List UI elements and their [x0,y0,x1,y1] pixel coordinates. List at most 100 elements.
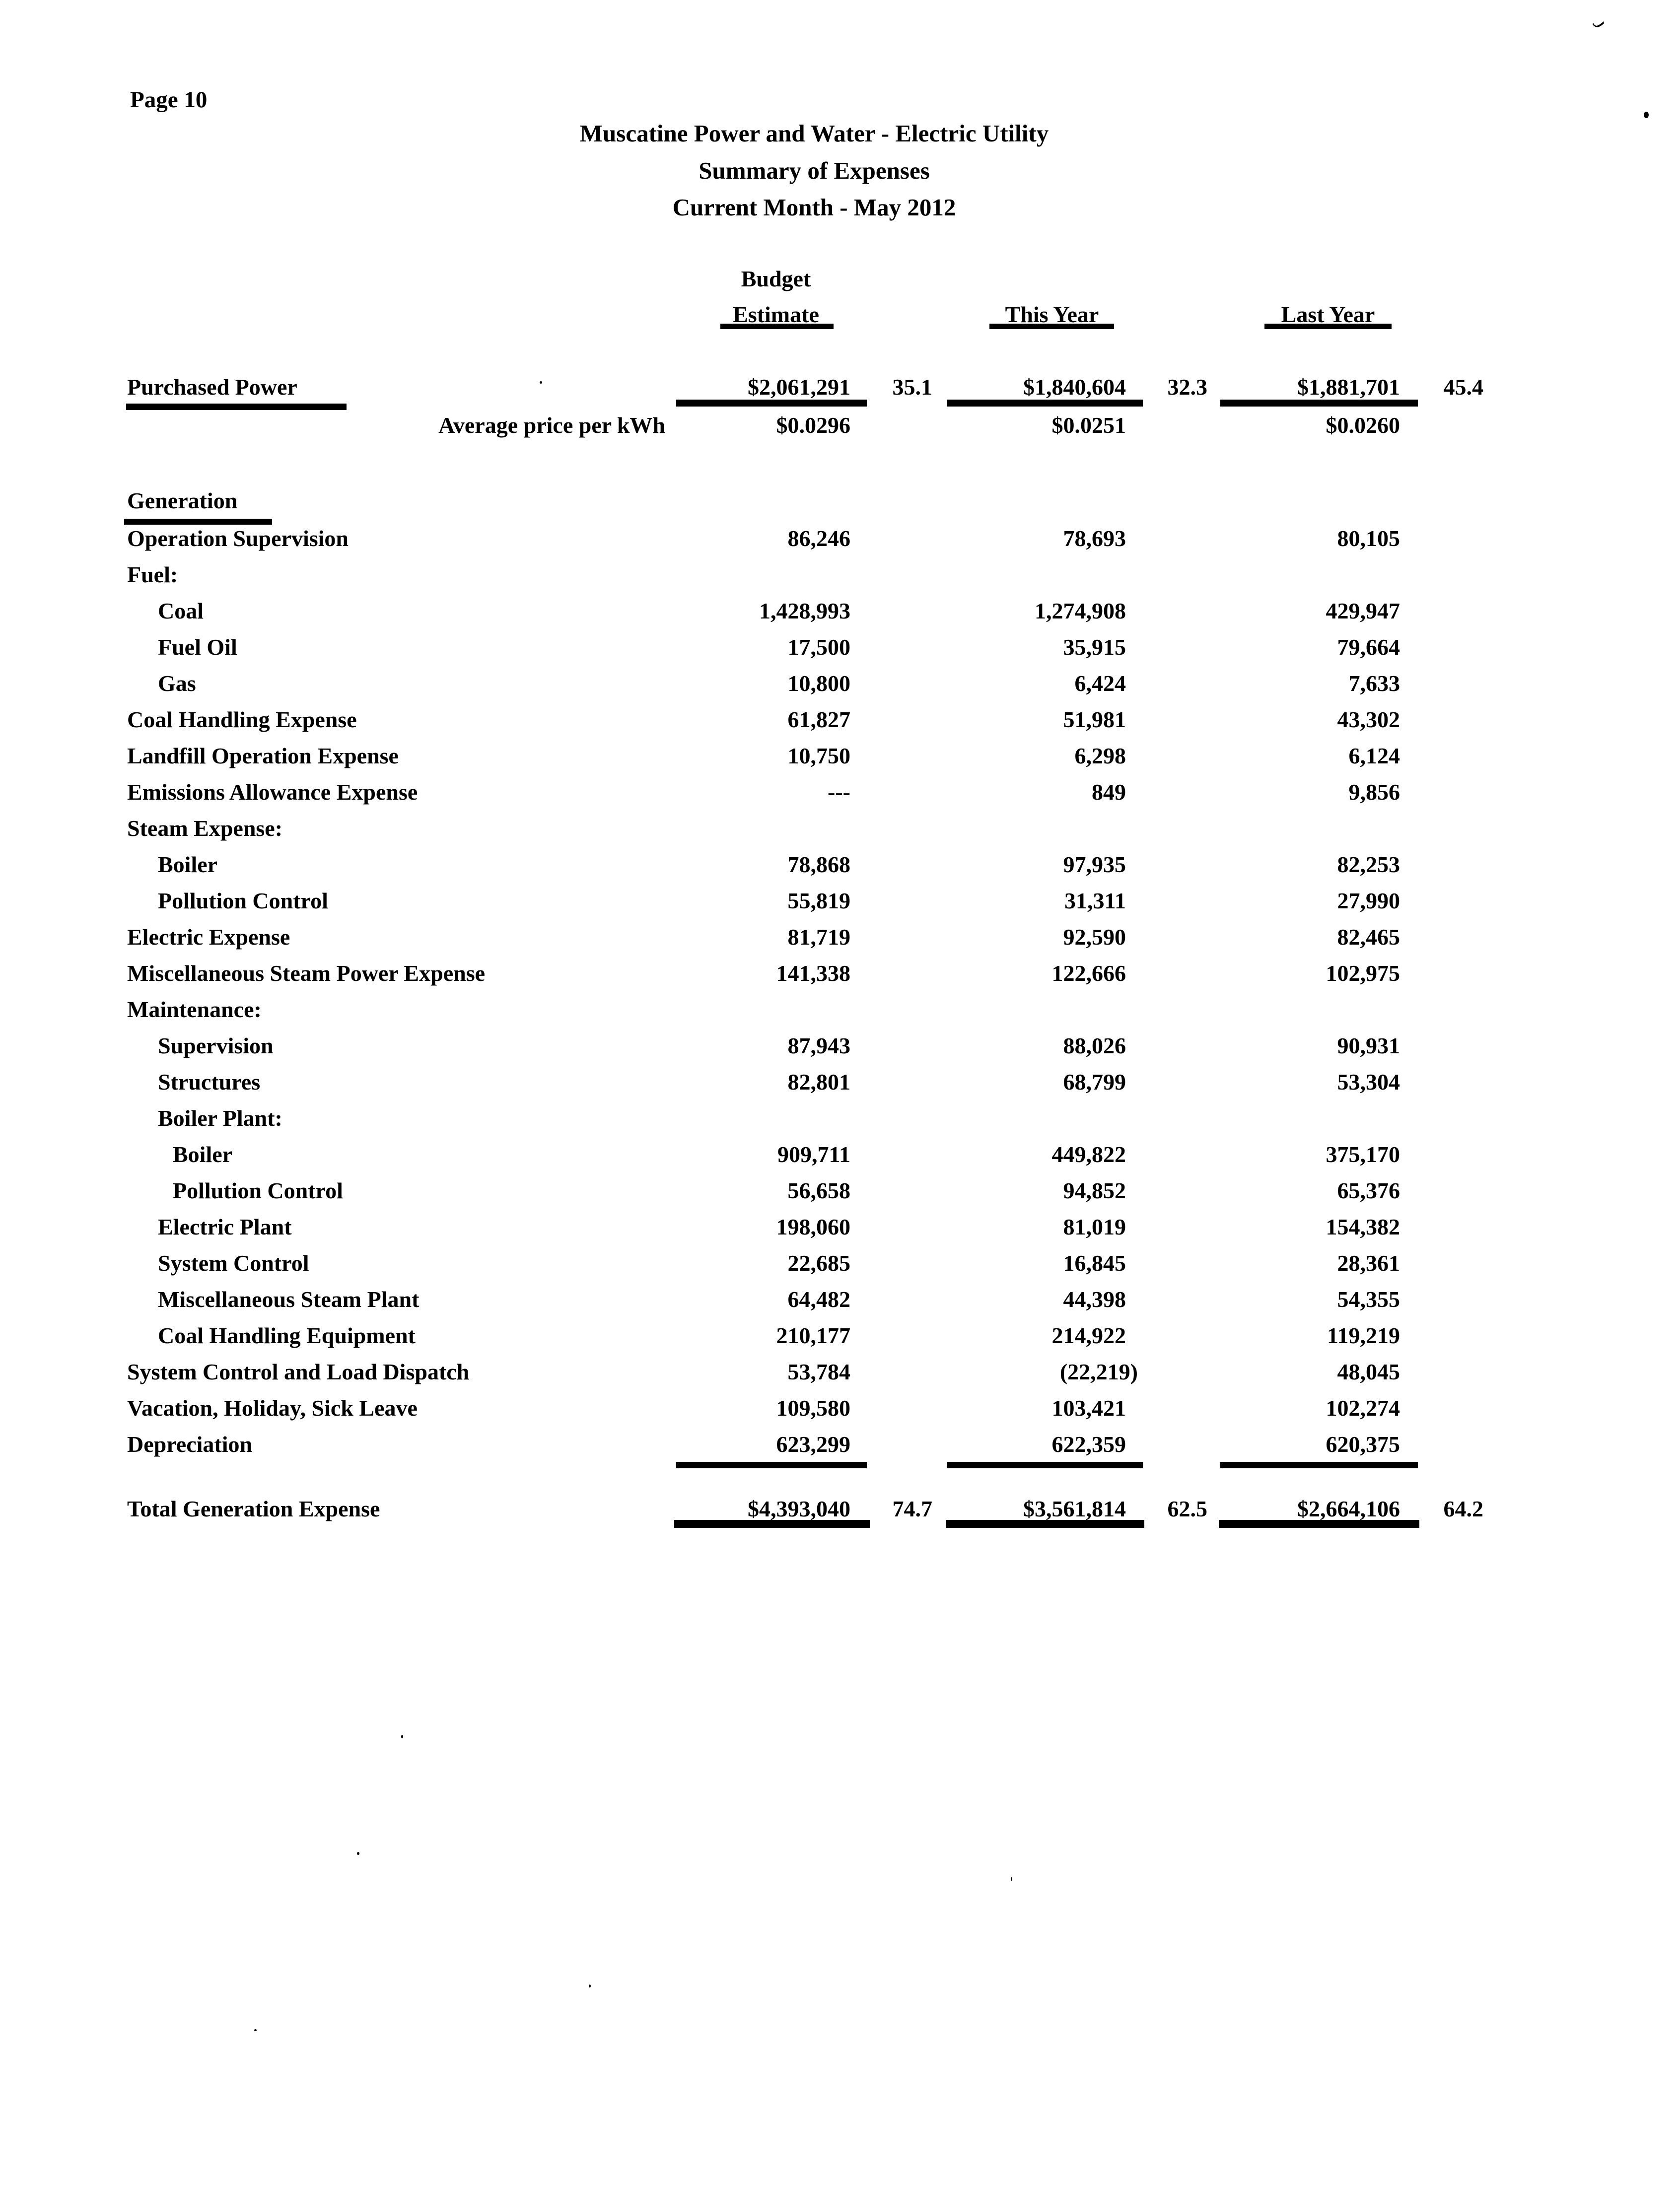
table-row: Steam Expense: [0,815,1680,846]
last-year-value: 82,465 [1337,924,1400,950]
last-year-value: 82,253 [1337,852,1400,877]
budget-value: 86,246 [787,526,851,551]
last-year-value: 65,376 [1337,1178,1400,1203]
scan-artifact-dot [1644,112,1649,118]
table-row: Operation Supervision 86,246 78,693 80,105 [0,525,1680,556]
budget-value: 17,500 [787,634,851,660]
table-row: Pollution Control 55,819 31,311 27,990 [0,888,1680,918]
row-label: Miscellaneous Steam Plant [158,1287,420,1312]
scan-artifact-dot [357,1852,359,1855]
this-year-value: 92,590 [1063,924,1126,950]
table-row: Miscellaneous Steam Plant 64,482 44,398 54,… [0,1286,1680,1317]
table-row: Maintenance: [0,996,1680,1027]
last-year-value: 119,219 [1327,1323,1400,1348]
this-year-value: 31,311 [1064,888,1126,913]
generation-heading-underline [124,519,272,525]
this-year-value: 449,822 [1051,1142,1126,1167]
budget-value: 22,685 [787,1250,851,1276]
row-label: Pollution Control [173,1178,343,1203]
table-row: Depreciation 623,299 622,359 620,375 [0,1431,1680,1462]
budget-value: 61,827 [787,707,851,732]
total-generation-expense-row: Total Generation Expense $4,393,040 74.7… [0,1496,1680,1526]
this-year-value: 214,922 [1051,1323,1126,1348]
scan-artifact-checkmark [1593,21,1604,27]
last-year-value: 154,382 [1326,1214,1400,1239]
this-year-pct: 62.5 [1167,1496,1208,1521]
column-header-this-year: This Year [1005,302,1099,327]
generation-section-heading: Generation [127,488,238,513]
report-period: Current Month - May 2012 [672,194,956,221]
this-year-value: 88,026 [1063,1033,1126,1058]
last-year-pct: 45.4 [1443,374,1484,400]
budget-value: 109,580 [776,1395,851,1421]
purchased-power-label-underline [126,404,347,410]
depreciation-underline-this-year [947,1462,1143,1468]
scan-artifact-dot [401,1735,403,1738]
budget-value: 53,784 [787,1359,851,1384]
budget-pct: 74.7 [892,1496,933,1521]
last-year-value: 43,302 [1337,707,1400,732]
row-label: Landfill Operation Expense [127,743,399,768]
table-row: Boiler 78,868 97,935 82,253 [0,851,1680,882]
table-row: Emissions Allowance Expense --- 849 9,856 [0,779,1680,810]
budget-value: 198,060 [776,1214,851,1239]
this-year-value: $3,561,814 [1023,1496,1126,1521]
last-year-value: 6,124 [1348,743,1400,768]
purchased-power-underline-budget [676,400,867,407]
budget-value: 78,868 [787,852,851,877]
table-row: Coal 1,428,993 1,274,908 429,947 [0,598,1680,628]
row-label: Steam Expense: [127,816,283,841]
report-title: Muscatine Power and Water - Electric Uti… [579,120,1049,147]
row-label: Coal Handling Equipment [158,1323,416,1348]
last-year-value: $1,881,701 [1297,374,1400,400]
this-year-value: $1,840,604 [1023,374,1126,400]
budget-value: $0.0296 [776,412,851,438]
this-year-value: 622,359 [1051,1432,1126,1457]
last-year-value: 429,947 [1326,598,1400,623]
table-row: Boiler 909,711 449,822 375,170 [0,1141,1680,1172]
table-row: Miscellaneous Steam Power Expense 141,338… [0,960,1680,991]
scan-artifact-dot [540,381,542,384]
this-year-value: 1,274,908 [1035,598,1126,623]
depreciation-underline-last-year [1220,1462,1418,1468]
row-label: Purchased Power [127,374,297,400]
row-label: Boiler [173,1142,233,1167]
header-underline-this-year [989,324,1114,329]
budget-value: 623,299 [776,1432,851,1457]
this-year-value: 44,398 [1063,1287,1126,1312]
row-label: Average price per kWh [438,412,665,438]
total-underline-last-year [1219,1520,1419,1528]
budget-value: 909,711 [777,1142,850,1167]
row-label: System Control [158,1250,309,1276]
table-row: Coal Handling Equipment 210,177 214,922 119… [0,1322,1680,1353]
row-label: Coal Handling Expense [127,707,357,732]
page-number: Page 10 [130,87,208,113]
last-year-value: 80,105 [1337,526,1400,551]
last-year-value: 28,361 [1337,1250,1400,1276]
row-label: Fuel Oil [158,634,237,660]
last-year-value: 48,045 [1337,1359,1400,1384]
this-year-value: 94,852 [1063,1178,1126,1203]
row-label: Total Generation Expense [127,1496,380,1521]
row-label: System Control and Load Dispatch [127,1359,470,1384]
row-label: Emissions Allowance Expense [127,779,418,805]
this-year-value: 103,421 [1051,1395,1126,1421]
column-header-estimate: Estimate [733,302,819,327]
last-year-value: 102,274 [1326,1395,1400,1421]
this-year-value: 16,845 [1063,1250,1126,1276]
this-year-value: 849 [1092,779,1126,805]
this-year-value: 35,915 [1063,634,1126,660]
budget-value: 82,801 [787,1069,851,1095]
row-label: Gas [158,671,196,696]
table-row: Vacation, Holiday, Sick Leave 109,580 103,… [0,1395,1680,1426]
total-underline-this-year [946,1520,1144,1528]
last-year-value: 54,355 [1337,1287,1400,1312]
budget-value: 1,428,993 [759,598,850,623]
last-year-value: $2,664,106 [1297,1496,1400,1521]
column-header-budget: Budget [741,266,811,291]
table-row: System Control 22,685 16,845 28,361 [0,1250,1680,1281]
budget-value: 141,338 [776,960,851,986]
row-label: Coal [158,598,204,623]
budget-value: 210,177 [776,1323,851,1348]
this-year-pct: 32.3 [1167,374,1208,400]
